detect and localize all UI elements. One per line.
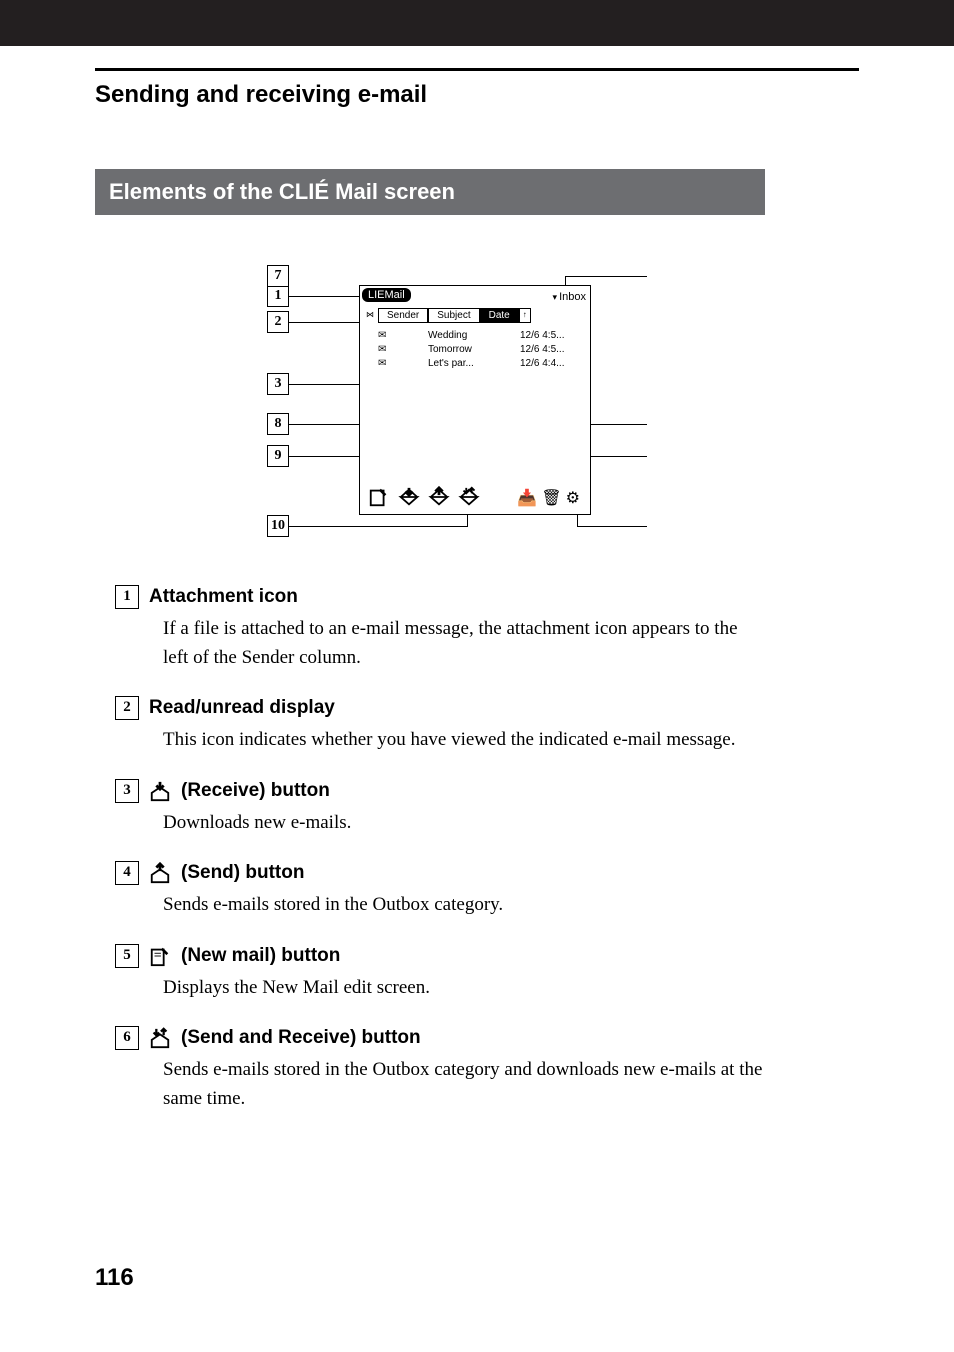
- item-title: Attachment icon: [149, 586, 298, 608]
- sendreceive-icon: [149, 1027, 171, 1049]
- callout-7: 7: [267, 265, 289, 287]
- header-rule: [95, 68, 859, 71]
- item-num: 5: [115, 944, 139, 968]
- send-icon[interactable]: [428, 485, 450, 508]
- item-num: 6: [115, 1026, 139, 1050]
- mail-date: 12/6 4:5...: [520, 344, 580, 355]
- item-body: If a file is attached to an e-mail messa…: [163, 615, 763, 672]
- item-body: This icon indicates whether you have vie…: [163, 726, 763, 755]
- item-num: 3: [115, 779, 139, 803]
- callout-line: [289, 296, 359, 297]
- item-body: Downloads new e-mails.: [163, 809, 763, 838]
- col-date[interactable]: Date: [480, 308, 519, 323]
- sort-arrow[interactable]: ↑: [519, 308, 531, 323]
- mail-date: 12/6 4:4...: [520, 358, 580, 369]
- item-title: (Send) button: [181, 862, 304, 884]
- item-1: 1 Attachment icon If a file is attached …: [163, 585, 859, 672]
- move-icon[interactable]: 📥: [517, 488, 537, 508]
- settings-icon[interactable]: ⚙: [566, 488, 580, 508]
- callout-10: 10: [267, 515, 289, 537]
- item-3: 3 (Receive) button Downloads new e-mails…: [163, 779, 859, 838]
- section-title: Sending and receiving e-mail: [95, 81, 859, 109]
- top-black-bar: [0, 0, 954, 46]
- list-item[interactable]: ✉ Tomorrow 12/6 4:5...: [378, 342, 580, 356]
- item-title: Read/unread display: [149, 697, 335, 719]
- callout-3: 3: [267, 373, 289, 395]
- left-toolbar: [368, 485, 480, 508]
- item-num: 4: [115, 861, 139, 885]
- page-content: Sending and receiving e-mail Elements of…: [0, 46, 954, 1113]
- item-title: (New mail) button: [181, 945, 340, 967]
- mail-date: 12/6 4:5...: [520, 330, 580, 341]
- right-toolbar: 📥 🗑 ⚙: [517, 488, 580, 508]
- item-num: 1: [115, 585, 139, 609]
- receive-icon: [149, 779, 171, 801]
- table-header: Sender Subject Date ↑: [378, 308, 531, 323]
- page-number: 116: [95, 1264, 134, 1292]
- mail-subject: Let's par...: [428, 358, 520, 369]
- callout-line: [577, 526, 647, 527]
- attachment-column-icon: ⋈: [366, 310, 374, 319]
- read-icon: ✉: [378, 358, 390, 369]
- read-icon: ✉: [378, 330, 390, 341]
- callout-9: 9: [267, 445, 289, 467]
- trash-icon[interactable]: 🗑: [541, 488, 561, 508]
- item-4: 4 (Send) button Sends e-mails stored in …: [163, 861, 859, 920]
- callout-line: [289, 322, 367, 323]
- app-title: LIEMail: [362, 288, 411, 302]
- newmail-icon: [149, 944, 171, 966]
- callout-2: 2: [267, 311, 289, 333]
- item-5: 5 (New mail) button Displays the New Mai…: [163, 944, 859, 1003]
- item-body: Displays the New Mail edit screen.: [163, 974, 763, 1003]
- subsection-bar: Elements of the CLIÉ Mail screen: [95, 169, 765, 215]
- item-6: 6 (Send and Receive) button Sends e-mail…: [163, 1026, 859, 1113]
- diagram: 1 2 3 4 5 6 7 8 9 10 LIEMail Inbox: [267, 265, 687, 545]
- mail-subject: Wedding: [428, 330, 520, 341]
- sendreceive-icon[interactable]: [458, 485, 480, 508]
- newmail-icon[interactable]: [368, 485, 390, 508]
- receive-icon[interactable]: [398, 485, 420, 508]
- callout-8: 8: [267, 413, 289, 435]
- folder-dropdown[interactable]: Inbox: [553, 291, 586, 303]
- item-body: Sends e-mails stored in the Outbox categ…: [163, 891, 763, 920]
- read-icon: ✉: [378, 344, 390, 355]
- col-subject[interactable]: Subject: [428, 308, 479, 323]
- callout-1: 1: [267, 285, 289, 307]
- items-list: 1 Attachment icon If a file is attached …: [95, 585, 859, 1113]
- mail-list: ✉ Wedding 12/6 4:5... ✉ Tomorrow 12/6 4:…: [378, 328, 580, 370]
- item-2: 2 Read/unread display This icon indicate…: [163, 696, 859, 755]
- item-title: (Receive) button: [181, 780, 330, 802]
- mail-subject: Tomorrow: [428, 344, 520, 355]
- list-item[interactable]: ✉ Wedding 12/6 4:5...: [378, 328, 580, 342]
- callout-line: [565, 276, 647, 277]
- mail-screen: LIEMail Inbox ⋈ Sender Subject Date ↑ ✉ …: [359, 285, 591, 515]
- item-num: 2: [115, 696, 139, 720]
- send-icon: [149, 862, 171, 884]
- list-item[interactable]: ✉ Let's par... 12/6 4:4...: [378, 356, 580, 370]
- item-body: Sends e-mails stored in the Outbox categ…: [163, 1056, 763, 1113]
- item-title: (Send and Receive) button: [181, 1027, 421, 1049]
- col-sender[interactable]: Sender: [378, 308, 428, 323]
- callout-line: [289, 526, 467, 527]
